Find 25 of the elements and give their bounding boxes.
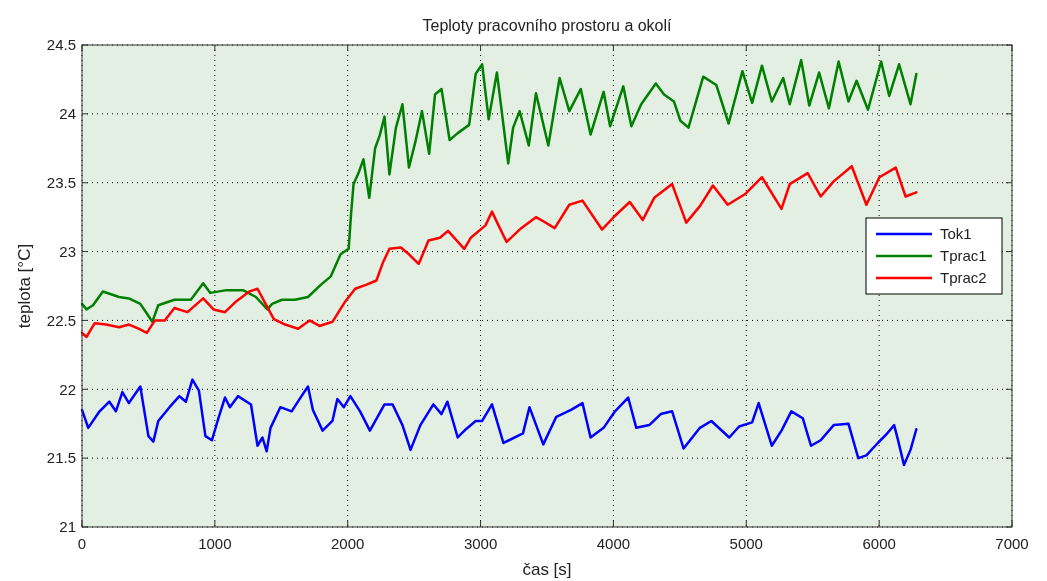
y-tick-label: 22 bbox=[59, 380, 76, 398]
y-tick-label: 24.5 bbox=[46, 36, 76, 54]
line-series bbox=[80, 378, 918, 467]
x-tick-label: 5000 bbox=[729, 535, 763, 552]
line-series bbox=[80, 164, 918, 339]
y-tick-label: 24 bbox=[59, 105, 76, 123]
y-tick-label: 23 bbox=[59, 242, 76, 260]
y-tick-label: 21.5 bbox=[46, 449, 76, 467]
x-tick-label: 7000 bbox=[995, 535, 1029, 552]
y-tick-label: 23.5 bbox=[46, 173, 76, 191]
chart-title: Teploty pracovního prostoru a okolí bbox=[422, 17, 673, 34]
x-tick-label: 2000 bbox=[331, 535, 365, 552]
x-tick-label: 3000 bbox=[463, 535, 498, 552]
legend-label: Tprac1 bbox=[940, 247, 987, 265]
x-tick-label: 6000 bbox=[862, 535, 896, 552]
line-series bbox=[80, 58, 918, 324]
legend-label: Tok1 bbox=[940, 225, 972, 243]
y-tick-label: 21 bbox=[59, 518, 76, 536]
x-tick-label: 0 bbox=[77, 535, 87, 552]
legend-label: Tprac2 bbox=[940, 269, 987, 287]
x-tick-label: 4000 bbox=[596, 535, 631, 552]
y-tick-label: 22.5 bbox=[46, 311, 76, 329]
y-axis-title: teplota [°C] bbox=[15, 243, 34, 329]
x-axis-title: čas [s] bbox=[522, 560, 572, 579]
x-tick-label: 1000 bbox=[198, 535, 232, 552]
